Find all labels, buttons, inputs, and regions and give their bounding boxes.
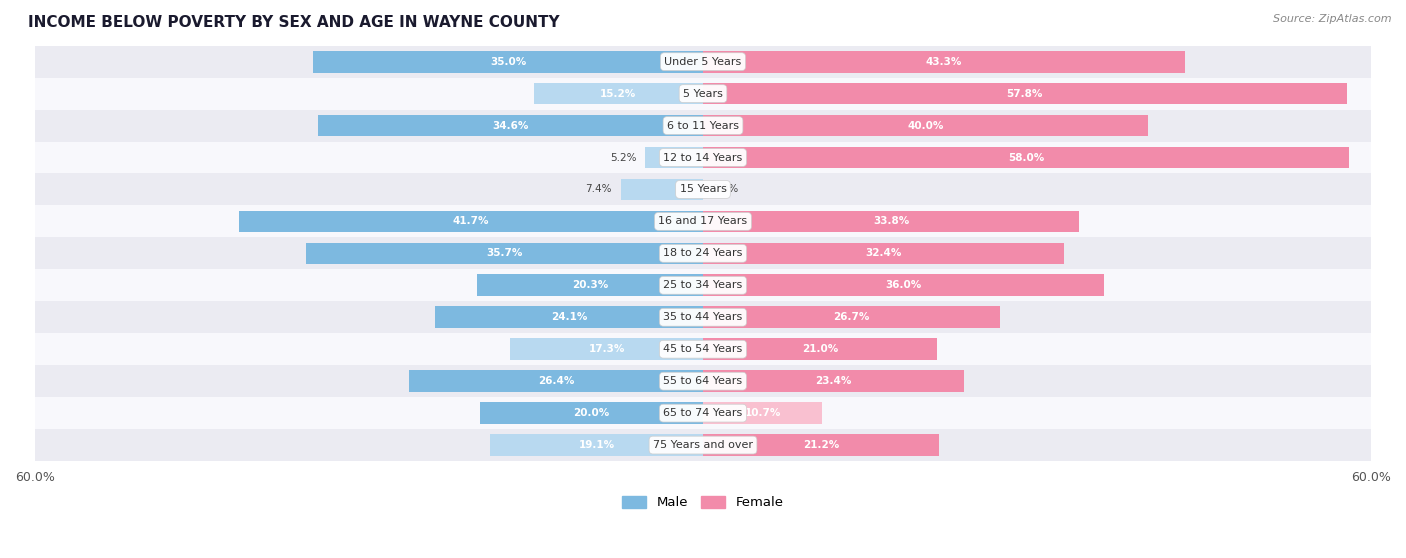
- Text: 45 to 54 Years: 45 to 54 Years: [664, 344, 742, 354]
- Text: 5.2%: 5.2%: [610, 152, 636, 162]
- Bar: [305, 243, 703, 264]
- Text: 17.3%: 17.3%: [589, 344, 624, 354]
- Text: 24.1%: 24.1%: [551, 312, 588, 323]
- Text: 57.8%: 57.8%: [1007, 89, 1043, 99]
- Text: 16 and 17 Years: 16 and 17 Years: [658, 217, 748, 227]
- Text: 5 Years: 5 Years: [683, 89, 723, 99]
- Text: 18 to 24 Years: 18 to 24 Years: [664, 248, 742, 258]
- Text: 15.2%: 15.2%: [600, 89, 637, 99]
- Bar: [703, 402, 823, 424]
- Bar: [35, 333, 1371, 365]
- Text: 20.3%: 20.3%: [572, 280, 609, 290]
- Bar: [703, 338, 936, 360]
- Bar: [35, 46, 1371, 78]
- Text: 35.7%: 35.7%: [486, 248, 523, 258]
- Bar: [534, 83, 703, 104]
- Text: 55 to 64 Years: 55 to 64 Years: [664, 376, 742, 386]
- Text: 6 to 11 Years: 6 to 11 Years: [666, 121, 740, 131]
- Text: Under 5 Years: Under 5 Years: [665, 57, 741, 66]
- Text: 10.7%: 10.7%: [744, 408, 780, 418]
- Text: 7.4%: 7.4%: [585, 185, 612, 194]
- Text: 12 to 14 Years: 12 to 14 Years: [664, 152, 742, 162]
- Bar: [35, 397, 1371, 429]
- Text: INCOME BELOW POVERTY BY SEX AND AGE IN WAYNE COUNTY: INCOME BELOW POVERTY BY SEX AND AGE IN W…: [28, 15, 560, 30]
- Text: 35.0%: 35.0%: [491, 57, 526, 66]
- Bar: [491, 434, 703, 456]
- Bar: [35, 429, 1371, 461]
- Bar: [620, 179, 703, 200]
- Text: 0.0%: 0.0%: [711, 185, 738, 194]
- Text: 19.1%: 19.1%: [579, 440, 614, 450]
- Bar: [318, 115, 703, 136]
- Bar: [645, 147, 703, 169]
- Text: 32.4%: 32.4%: [865, 248, 901, 258]
- Text: 41.7%: 41.7%: [453, 217, 489, 227]
- Bar: [703, 243, 1064, 264]
- Text: 43.3%: 43.3%: [927, 57, 962, 66]
- Text: 20.0%: 20.0%: [574, 408, 610, 418]
- Bar: [703, 434, 939, 456]
- Bar: [703, 83, 1347, 104]
- Text: 26.7%: 26.7%: [834, 312, 870, 323]
- Bar: [703, 275, 1104, 296]
- Bar: [703, 371, 963, 392]
- Bar: [35, 365, 1371, 397]
- Bar: [477, 275, 703, 296]
- Bar: [481, 402, 703, 424]
- Bar: [35, 237, 1371, 270]
- Bar: [434, 306, 703, 328]
- Bar: [409, 371, 703, 392]
- Text: 35 to 44 Years: 35 to 44 Years: [664, 312, 742, 323]
- Bar: [35, 205, 1371, 237]
- Text: 58.0%: 58.0%: [1008, 152, 1045, 162]
- Text: 21.0%: 21.0%: [801, 344, 838, 354]
- Text: 36.0%: 36.0%: [886, 280, 921, 290]
- Bar: [35, 78, 1371, 109]
- Text: 25 to 34 Years: 25 to 34 Years: [664, 280, 742, 290]
- Text: Source: ZipAtlas.com: Source: ZipAtlas.com: [1274, 14, 1392, 24]
- Bar: [314, 51, 703, 73]
- Bar: [703, 147, 1348, 169]
- Bar: [703, 115, 1149, 136]
- Text: 15 Years: 15 Years: [679, 185, 727, 194]
- Text: 34.6%: 34.6%: [492, 121, 529, 131]
- Bar: [703, 306, 1000, 328]
- Text: 23.4%: 23.4%: [815, 376, 852, 386]
- Bar: [239, 210, 703, 232]
- Bar: [703, 210, 1080, 232]
- Bar: [510, 338, 703, 360]
- Bar: [35, 301, 1371, 333]
- Text: 40.0%: 40.0%: [907, 121, 943, 131]
- Bar: [35, 174, 1371, 205]
- Text: 75 Years and over: 75 Years and over: [652, 440, 754, 450]
- Text: 21.2%: 21.2%: [803, 440, 839, 450]
- Bar: [35, 142, 1371, 174]
- Text: 33.8%: 33.8%: [873, 217, 910, 227]
- Bar: [35, 109, 1371, 142]
- Text: 26.4%: 26.4%: [538, 376, 574, 386]
- Bar: [35, 270, 1371, 301]
- Legend: Male, Female: Male, Female: [617, 490, 789, 514]
- Text: 65 to 74 Years: 65 to 74 Years: [664, 408, 742, 418]
- Bar: [703, 51, 1185, 73]
